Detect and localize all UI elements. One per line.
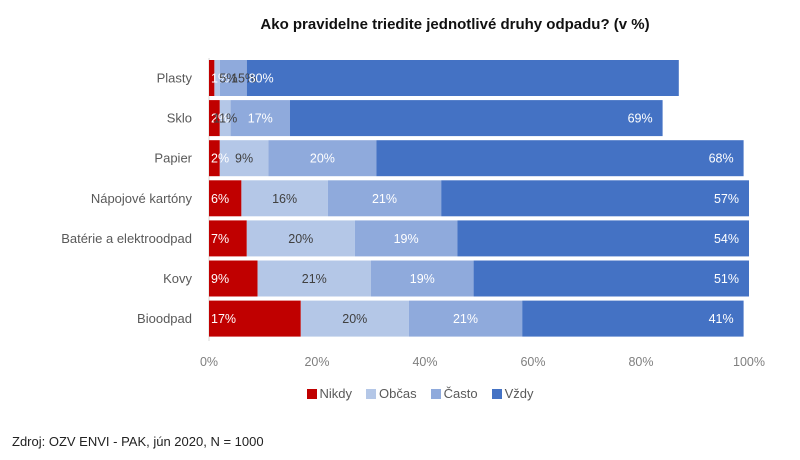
- category-label-papier: Papier: [154, 151, 192, 166]
- bar-sklo-casto: [230, 100, 290, 137]
- data-label-baterie-a-elektroodpad-obcas: 20%: [288, 232, 313, 246]
- bar-kovy-vzdy: [473, 260, 749, 297]
- bar-sklo-nikdy: [209, 100, 220, 137]
- bar-plasty-nikdy: [209, 60, 215, 96]
- data-label-baterie-a-elektroodpad-nikdy: 7%: [211, 232, 229, 246]
- data-label-sklo-obcas: 11%: [213, 112, 237, 126]
- category-label-baterie-a-elektroodpad: Batérie a elektroodpad: [61, 231, 192, 246]
- bar-papier-nikdy: [209, 140, 220, 177]
- data-label-baterie-a-elektroodpad-vzdy: 54%: [714, 232, 739, 246]
- data-label-bioodpad-nikdy: 17%: [211, 312, 236, 326]
- bar-bioodpad-obcas: [300, 300, 409, 337]
- bar-plasty-vzdy: [246, 60, 679, 96]
- data-label-baterie-a-elektroodpad-casto: 19%: [394, 232, 419, 246]
- data-label-napojove-kartony-vzdy: 57%: [714, 192, 739, 206]
- data-label-bioodpad-vzdy: 41%: [709, 312, 734, 326]
- data-label-plasty-vzdy: 80%: [249, 72, 274, 86]
- data-label-kovy-vzdy: 51%: [714, 272, 739, 286]
- stacked-bar-chart: 1%5%15%80%2%11% 17% 69%2% 9% 20% 68%6% 16% 21% 5…: [61, 58, 765, 369]
- legend-swatch: [430, 388, 441, 399]
- x-tick-label: 80%: [628, 355, 653, 369]
- legend-item-nikdy: Nikdy: [306, 386, 353, 401]
- data-label-papier-obcas: 9%: [235, 152, 253, 166]
- bar-plasty-obcas: [214, 60, 220, 96]
- data-label-sklo-nikdy: 2%: [211, 112, 229, 126]
- bar-plasty-casto: [219, 60, 247, 96]
- bar-kovy-casto: [371, 260, 474, 297]
- bar-kovy-obcas: [257, 260, 371, 297]
- data-label-napojove-kartony-obcas: 16%: [272, 192, 297, 206]
- data-label-bioodpad-obcas: 20%: [342, 312, 367, 326]
- data-label-bioodpad-casto: 21%: [453, 312, 478, 326]
- data-label-papier-casto: 20%: [310, 152, 335, 166]
- legend-item-vzdy: Vždy: [491, 386, 534, 401]
- bar-sklo-vzdy: [290, 100, 663, 137]
- data-label-plasty-nikdy: 1%: [211, 72, 229, 86]
- bar-bioodpad-nikdy: [209, 300, 301, 337]
- bar-napojove-kartony-casto: [327, 180, 442, 217]
- bar-papier-vzdy: [376, 140, 744, 177]
- legend-label: Často: [443, 386, 478, 401]
- bar-baterie-a-elektroodpad-nikdy: [209, 220, 247, 257]
- bar-baterie-a-elektroodpad-casto: [354, 220, 458, 257]
- bar-sklo-obcas: [219, 100, 231, 137]
- bar-papier-obcas: [219, 140, 269, 177]
- bar-kovy-nikdy: [209, 260, 258, 297]
- data-label-napojove-kartony-nikdy: 6%: [211, 192, 229, 206]
- legend: Nikdy Občas Často Vždy: [0, 386, 800, 401]
- bar-napojove-kartony-obcas: [241, 180, 328, 217]
- category-label-kovy: Kovy: [163, 271, 192, 286]
- legend-label: Vždy: [504, 386, 534, 401]
- legend-item-obcas: Občas: [366, 386, 417, 401]
- x-tick-label: 60%: [520, 355, 545, 369]
- legend-swatch: [366, 388, 377, 399]
- x-tick-label: 100%: [733, 355, 765, 369]
- data-label-plasty-casto: 15%: [231, 72, 256, 86]
- bar-napojove-kartony-vzdy: [441, 180, 749, 217]
- category-label-sklo: Sklo: [167, 111, 192, 126]
- data-label-napojove-kartony-casto: 21%: [372, 192, 397, 206]
- category-label-bioodpad: Bioodpad: [137, 311, 192, 326]
- data-label-kovy-nikdy: 9%: [211, 272, 229, 286]
- legend-label: Nikdy: [319, 386, 353, 401]
- chart-title: Ako pravidelne triedite jednotlivé druhy…: [260, 16, 650, 33]
- data-label-papier-nikdy: 2%: [211, 152, 229, 166]
- bar-bioodpad-vzdy: [522, 300, 744, 337]
- category-label-napojove-kartony: Nápojové kartóny: [91, 191, 193, 206]
- data-label-plasty-obcas: 5%: [219, 72, 237, 86]
- data-label-papier-vzdy: 68%: [709, 152, 734, 166]
- bar-bioodpad-casto: [408, 300, 523, 337]
- legend-swatch: [491, 388, 502, 399]
- category-label-plasty: Plasty: [157, 71, 193, 86]
- legend-swatch: [306, 388, 317, 399]
- x-tick-label: 0%: [200, 355, 218, 369]
- bar-papier-casto: [268, 140, 377, 177]
- data-label-kovy-casto: 19%: [410, 272, 435, 286]
- bar-napojove-kartony-nikdy: [209, 180, 242, 217]
- bar-baterie-a-elektroodpad-vzdy: [457, 220, 749, 257]
- data-label-sklo-vzdy: 69%: [628, 112, 653, 126]
- data-label-sklo-casto: 17%: [248, 112, 273, 126]
- data-label-kovy-obcas: 21%: [302, 272, 327, 286]
- legend-label: Občas: [379, 386, 417, 401]
- source-note: Zdroj: OZV ENVI - PAK, jún 2020, N = 100…: [12, 434, 264, 449]
- x-tick-label: 40%: [412, 355, 437, 369]
- x-tick-label: 20%: [304, 355, 329, 369]
- legend-item-casto: Často: [430, 386, 478, 401]
- bar-baterie-a-elektroodpad-obcas: [246, 220, 355, 257]
